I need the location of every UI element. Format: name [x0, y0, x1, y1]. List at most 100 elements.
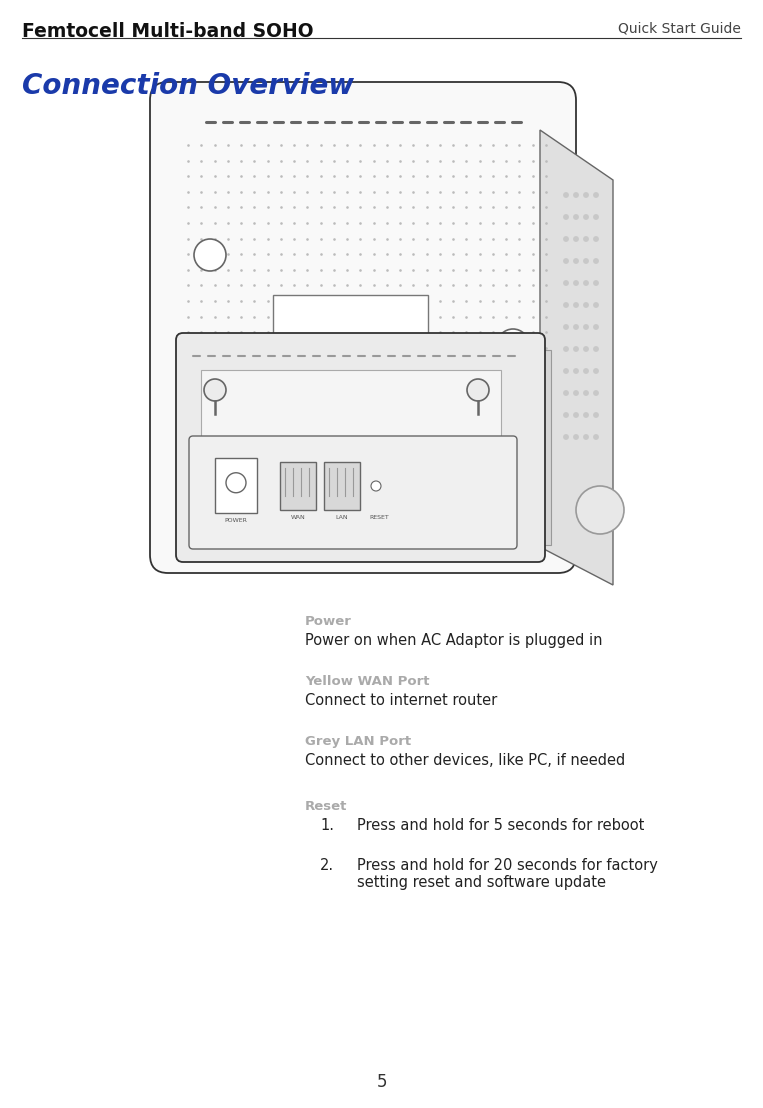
Point — [447, 511, 459, 529]
Point — [487, 480, 499, 497]
Point — [500, 401, 512, 419]
Point — [182, 229, 194, 247]
Point — [540, 511, 552, 529]
Point — [540, 432, 552, 450]
Point — [235, 480, 247, 497]
Point — [500, 261, 512, 279]
Point — [275, 277, 287, 295]
Text: Yellow WAN Port: Yellow WAN Port — [305, 675, 430, 688]
Point — [394, 277, 406, 295]
Circle shape — [574, 259, 578, 264]
Point — [328, 526, 340, 544]
Point — [275, 152, 287, 170]
Circle shape — [584, 413, 588, 418]
Point — [487, 386, 499, 403]
Point — [420, 448, 433, 465]
Point — [222, 229, 234, 247]
Point — [447, 261, 459, 279]
Point — [447, 432, 459, 450]
Point — [235, 370, 247, 388]
Point — [420, 495, 433, 513]
Point — [540, 229, 552, 247]
Point — [262, 261, 274, 279]
Point — [314, 136, 327, 154]
Point — [500, 417, 512, 434]
Circle shape — [594, 325, 598, 329]
Point — [460, 261, 472, 279]
Point — [460, 214, 472, 232]
Point — [434, 324, 446, 341]
Point — [368, 448, 380, 465]
Point — [248, 167, 260, 185]
Point — [314, 495, 327, 513]
Point — [262, 214, 274, 232]
Point — [460, 370, 472, 388]
Point — [420, 152, 433, 170]
Point — [208, 293, 221, 310]
Point — [208, 417, 221, 434]
Point — [248, 464, 260, 482]
Point — [182, 370, 194, 388]
Circle shape — [564, 237, 568, 242]
Point — [394, 214, 406, 232]
Point — [540, 417, 552, 434]
Point — [354, 198, 366, 216]
Point — [314, 277, 327, 295]
Point — [195, 229, 208, 247]
Point — [262, 198, 274, 216]
Point — [341, 167, 353, 185]
Point — [354, 511, 366, 529]
Circle shape — [584, 302, 588, 307]
Point — [407, 183, 420, 201]
Point — [248, 229, 260, 247]
Point — [235, 339, 247, 357]
Point — [314, 152, 327, 170]
Point — [208, 464, 221, 482]
Point — [368, 464, 380, 482]
Point — [513, 136, 526, 154]
Point — [195, 152, 208, 170]
Point — [262, 324, 274, 341]
Point — [328, 464, 340, 482]
Point — [513, 261, 526, 279]
Point — [447, 277, 459, 295]
Point — [248, 214, 260, 232]
Point — [474, 432, 486, 450]
Point — [447, 464, 459, 482]
Point — [288, 526, 300, 544]
Point — [288, 136, 300, 154]
Circle shape — [574, 302, 578, 307]
Point — [275, 417, 287, 434]
Point — [540, 136, 552, 154]
Point — [500, 136, 512, 154]
Point — [500, 245, 512, 263]
Point — [407, 245, 420, 263]
Text: Reset: Reset — [305, 800, 347, 813]
Circle shape — [564, 302, 568, 307]
Point — [420, 229, 433, 247]
Point — [248, 339, 260, 357]
Circle shape — [594, 237, 598, 242]
Point — [341, 198, 353, 216]
Circle shape — [192, 447, 220, 474]
Point — [288, 480, 300, 497]
Point — [487, 495, 499, 513]
Point — [208, 214, 221, 232]
Point — [328, 480, 340, 497]
Point — [182, 511, 194, 529]
Circle shape — [584, 259, 588, 264]
Circle shape — [564, 347, 568, 351]
Point — [487, 229, 499, 247]
Point — [328, 167, 340, 185]
Point — [288, 495, 300, 513]
Point — [540, 464, 552, 482]
Point — [500, 198, 512, 216]
Point — [314, 214, 327, 232]
Point — [195, 324, 208, 341]
Circle shape — [574, 193, 578, 197]
Point — [500, 480, 512, 497]
Point — [513, 370, 526, 388]
Point — [275, 432, 287, 450]
Point — [407, 480, 420, 497]
Point — [195, 245, 208, 263]
